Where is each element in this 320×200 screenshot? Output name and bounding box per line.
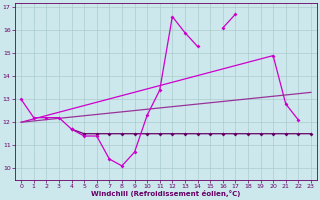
X-axis label: Windchill (Refroidissement éolien,°C): Windchill (Refroidissement éolien,°C) <box>91 190 241 197</box>
